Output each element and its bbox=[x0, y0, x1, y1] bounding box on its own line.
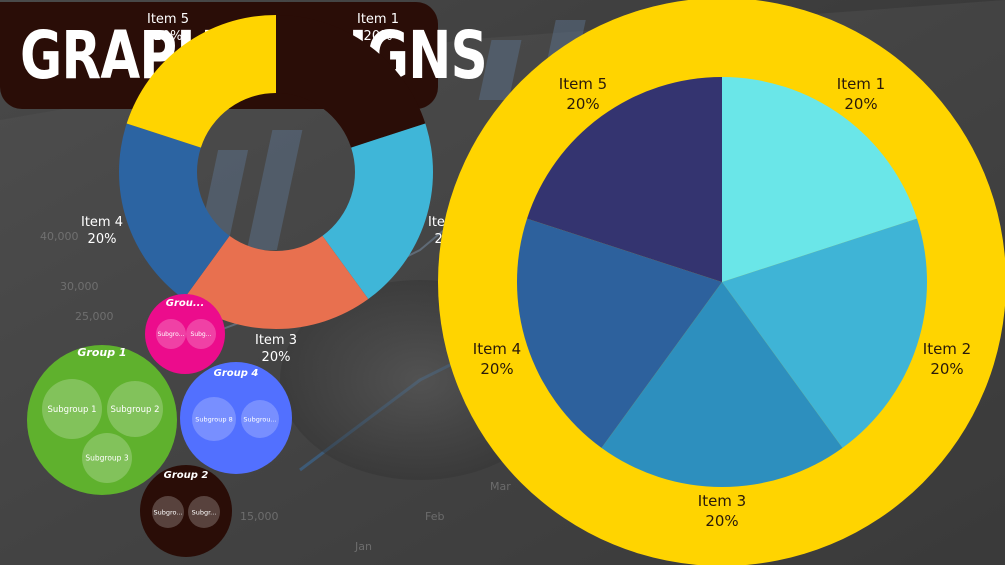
bubble-group-4: Group 4 Subgroup 8 Subgrou... bbox=[180, 362, 292, 474]
subbubble-label-group-2-1: Subgro... bbox=[153, 508, 182, 516]
bubble-circle-group-1 bbox=[27, 345, 177, 495]
donut-value-item-5: 20% bbox=[154, 29, 183, 44]
pie-label-item-3: Item 3 bbox=[698, 492, 746, 510]
pie-slice-item-2 bbox=[722, 218, 928, 448]
subbubble-group-3-1 bbox=[156, 319, 186, 349]
bubble-circle-group-2 bbox=[140, 465, 232, 557]
donut-label-item-3: Item 3 bbox=[255, 333, 297, 348]
donut-chart: Item 120%Item 220%Item 320%Item 420%Item… bbox=[81, 12, 470, 365]
bubble-title-group-4: Group 4 bbox=[214, 368, 259, 379]
pie-label-item-1: Item 1 bbox=[837, 75, 885, 93]
donut-value-item-4: 20% bbox=[88, 232, 117, 247]
subbubble-label-group-1-2: Subgroup 2 bbox=[111, 405, 160, 415]
pie-value-item-4: 20% bbox=[480, 360, 513, 378]
bubble-title-group-2: Group 2 bbox=[164, 470, 209, 481]
donut-label-item-5: Item 5 bbox=[147, 12, 189, 27]
pie-value-item-3: 20% bbox=[705, 512, 738, 530]
bubble-circle-group-3 bbox=[145, 294, 225, 374]
donut-value-item-3: 20% bbox=[262, 350, 291, 365]
donut-slice-item-3 bbox=[183, 235, 369, 329]
donut-slice-item-1 bbox=[276, 15, 426, 148]
pie-label-item-2: Item 2 bbox=[923, 340, 971, 358]
svg-text:40,000: 40,000 bbox=[40, 230, 79, 243]
subbubble-label-group-3-1: Subgro... bbox=[158, 331, 185, 338]
pie-label-item-4: Item 4 bbox=[473, 340, 521, 358]
donut-label-item-1: Item 1 bbox=[357, 12, 399, 27]
donut-value-item-1: 20% bbox=[364, 29, 393, 44]
bubble-title-group-1: Group 1 bbox=[77, 346, 126, 359]
bubble-title-group-3: Grou... bbox=[166, 298, 205, 309]
subbubble-label-group-4-2: Subgrou... bbox=[243, 415, 276, 423]
pie-label-item-5: Item 5 bbox=[559, 75, 607, 93]
bubble-group-2: Group 2 Subgro... Subgr... bbox=[140, 465, 232, 557]
subbubble-label-group-2-2: Subgr... bbox=[192, 508, 217, 516]
subbubble-group-4-2 bbox=[241, 400, 279, 438]
subbubble-group-1-1 bbox=[42, 379, 102, 439]
pie-slice-item-5 bbox=[527, 77, 722, 282]
pie-slice-item-3 bbox=[601, 282, 843, 488]
donut-slice-item-2 bbox=[322, 123, 433, 300]
pie-slice-item-1 bbox=[722, 77, 917, 282]
bubble-group-1: Group 1 Subgroup 1 Subgroup 2 Subgroup 3 bbox=[27, 345, 177, 495]
donut-slice-item-5 bbox=[126, 15, 276, 148]
subbubble-label-group-4-1: Subgroup 8 bbox=[195, 415, 232, 423]
svg-text:30,000: 30,000 bbox=[60, 280, 99, 293]
subbubble-group-1-3 bbox=[82, 433, 132, 483]
subbubble-label-group-1-3: Subgroup 3 bbox=[85, 454, 128, 463]
svg-text:Mar: Mar bbox=[490, 480, 511, 493]
pie-chart: Item 1 20% Item 2 20% Item 3 20% Item 4 20% Item… bbox=[438, 0, 1005, 565]
bubble-circle-group-4 bbox=[180, 362, 292, 474]
svg-text:15,000: 15,000 bbox=[240, 510, 279, 523]
pie-slice-item-4 bbox=[517, 218, 722, 448]
subbubble-label-group-3-2: Subg... bbox=[191, 331, 212, 338]
subbubble-label-group-1-1: Subgroup 1 bbox=[48, 405, 97, 415]
svg-text:25,000: 25,000 bbox=[75, 310, 114, 323]
subbubble-group-1-2 bbox=[107, 381, 163, 437]
pie-value-item-5: 20% bbox=[566, 95, 599, 113]
subbubble-group-3-2 bbox=[186, 319, 216, 349]
subbubble-group-2-2 bbox=[188, 496, 220, 528]
donut-label-item-4: Item 4 bbox=[81, 215, 123, 230]
subbubble-group-2-1 bbox=[152, 496, 184, 528]
subbubble-group-4-1 bbox=[192, 397, 236, 441]
donut-slice-item-4 bbox=[119, 123, 230, 300]
svg-text:Jan: Jan bbox=[354, 540, 372, 553]
pie-value-item-2: 20% bbox=[930, 360, 963, 378]
bubble-group-3: Grou... Subgro... Subg... bbox=[145, 294, 225, 374]
pie-value-item-1: 20% bbox=[844, 95, 877, 113]
svg-text:Feb: Feb bbox=[425, 510, 444, 523]
